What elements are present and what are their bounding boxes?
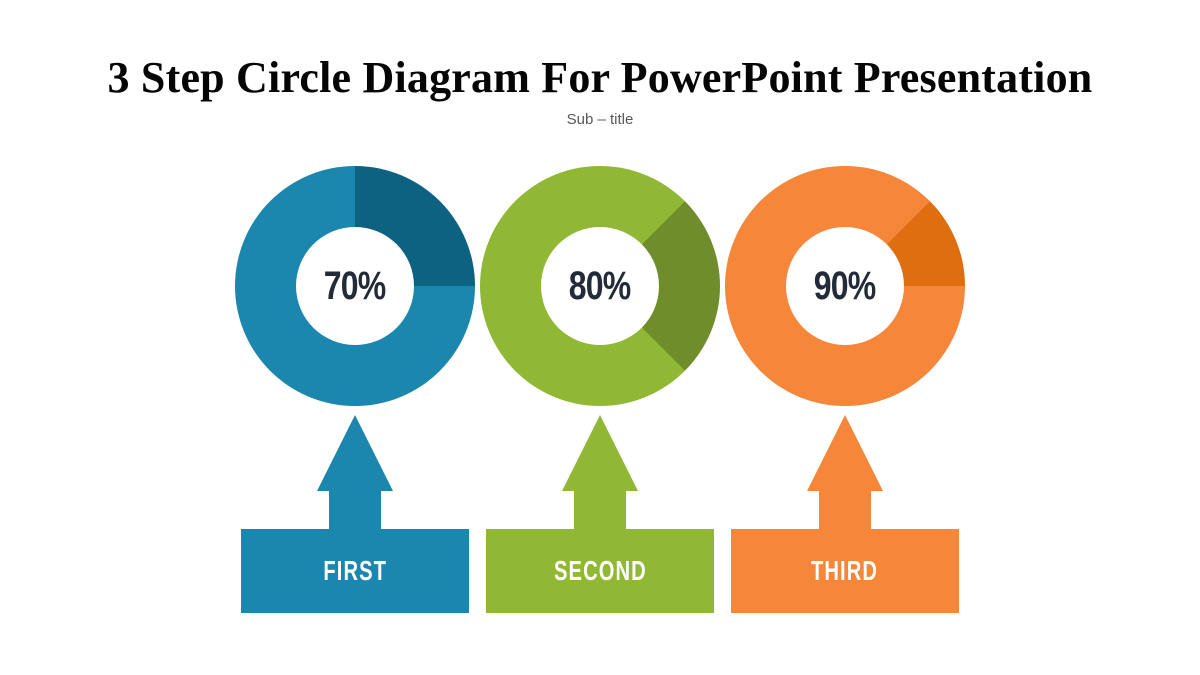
percent-label: 70% (324, 263, 386, 308)
arrow-up-icon (562, 415, 638, 491)
donut-hole: 80% (541, 227, 659, 345)
step-column: 90% THIRD (725, 166, 965, 613)
donut-hole: 70% (296, 227, 414, 345)
donut-hole: 90% (786, 227, 904, 345)
arrow-shaft (329, 491, 381, 529)
arrow-shaft (574, 491, 626, 529)
donut-chart: 80% (480, 166, 720, 406)
arrow-shaft (819, 491, 871, 529)
step-base-box: SECOND (486, 529, 714, 613)
step-column: 70% FIRST (235, 166, 475, 613)
slide-subtitle: Sub – title (566, 111, 634, 128)
donut-chart: 90% (725, 166, 965, 406)
step-label: SECOND (553, 555, 647, 586)
arrow-up-icon (317, 415, 393, 491)
steps-container: 70% FIRST 80% SECOND 90% THIRD (235, 166, 965, 613)
step-label: THIRD (811, 555, 879, 586)
slide-title: 3 Step Circle Diagram For PowerPoint Pre… (107, 53, 1093, 102)
step-base-box: FIRST (241, 529, 469, 613)
percent-label: 90% (814, 263, 876, 308)
arrow-up-icon (807, 415, 883, 491)
step-base-box: THIRD (731, 529, 959, 613)
step-column: 80% SECOND (480, 166, 720, 613)
step-label: FIRST (323, 555, 387, 586)
donut-chart: 70% (235, 166, 475, 406)
percent-label: 80% (569, 263, 631, 308)
